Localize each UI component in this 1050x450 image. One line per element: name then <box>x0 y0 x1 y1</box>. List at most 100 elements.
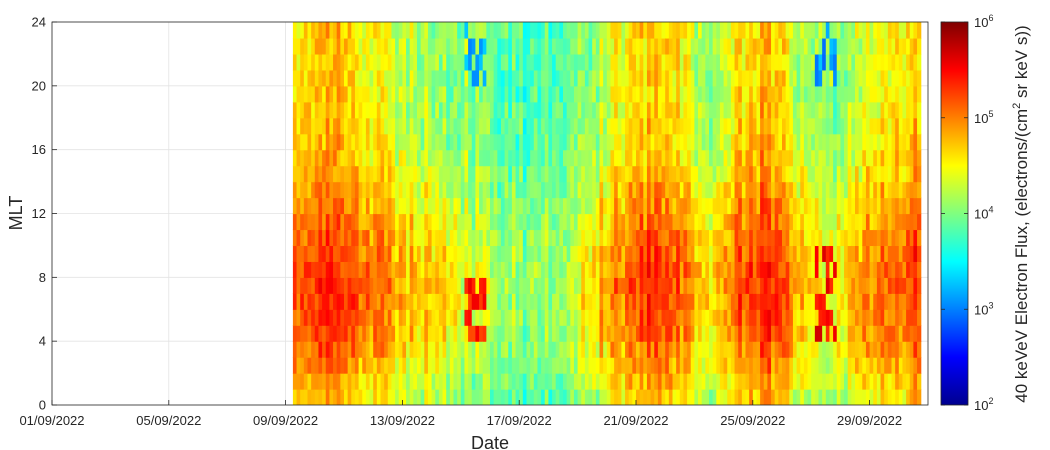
heatmap-cell <box>351 37 356 55</box>
heatmap-cell <box>822 309 827 326</box>
heatmap-cell <box>709 213 714 231</box>
heatmap-cell <box>698 133 703 151</box>
heatmap-cell <box>676 117 681 135</box>
heatmap-cell <box>292 213 298 231</box>
heatmap-cell <box>522 213 528 231</box>
heatmap-cell <box>468 133 473 151</box>
heatmap-cell <box>468 181 473 199</box>
heatmap-cell <box>836 69 841 87</box>
heatmap-cell <box>610 181 615 199</box>
heatmap-cell <box>705 277 710 294</box>
heatmap-cell <box>752 117 758 135</box>
heatmap-cell <box>741 389 747 405</box>
heatmap-cell <box>314 213 320 231</box>
heatmap-cell <box>592 85 597 103</box>
heatmap-cell <box>690 373 695 390</box>
heatmap-cell <box>522 277 528 294</box>
heatmap-cell <box>300 133 305 151</box>
heatmap-cell <box>427 261 433 278</box>
heatmap-cell <box>760 277 765 294</box>
heatmap-cell <box>614 165 619 183</box>
heatmap-cell <box>716 53 721 71</box>
heatmap-cell <box>442 293 447 310</box>
heatmap-cell <box>829 357 834 374</box>
heatmap-cell <box>300 101 305 119</box>
heatmap-cell <box>621 389 626 405</box>
heatmap-cell <box>895 261 900 278</box>
heatmap-cell <box>643 149 648 167</box>
heatmap-cell <box>493 69 498 87</box>
heatmap-cell <box>563 213 568 231</box>
heatmap-cell <box>738 69 743 87</box>
heatmap-cell <box>362 373 367 390</box>
heatmap-cell <box>749 245 754 262</box>
heatmap-cell <box>654 373 659 390</box>
heatmap-cell <box>446 85 451 103</box>
heatmap-cell <box>796 277 801 294</box>
heatmap-cell <box>876 357 882 374</box>
heatmap-cell <box>570 53 575 71</box>
heatmap-cell <box>880 85 885 103</box>
heatmap-cell <box>690 213 695 231</box>
heatmap-cell <box>511 165 517 183</box>
heatmap-cell <box>493 117 498 135</box>
heatmap-cell <box>789 69 794 87</box>
heatmap-cell <box>442 357 447 374</box>
heatmap-cell <box>318 213 323 231</box>
heatmap-cell <box>460 389 466 405</box>
heatmap-cell <box>880 245 885 262</box>
y-tick-label: 24 <box>32 15 46 30</box>
heatmap-cell <box>373 309 378 326</box>
heatmap-cell <box>687 22 692 39</box>
heatmap-cell <box>292 165 298 183</box>
heatmap-cell <box>917 149 922 167</box>
heatmap-cell <box>563 37 568 55</box>
heatmap-cell <box>449 373 455 390</box>
heatmap-cell <box>526 341 531 358</box>
heatmap-cell <box>632 53 637 71</box>
heatmap-cell <box>442 101 447 119</box>
heatmap-cell <box>588 325 593 342</box>
heatmap-cell <box>402 165 407 183</box>
heatmap-cell <box>840 309 845 326</box>
heatmap-cell <box>690 245 695 262</box>
heatmap-cell <box>792 245 798 262</box>
heatmap-cell <box>705 37 710 55</box>
heatmap-cell <box>698 53 703 71</box>
heatmap-cell <box>511 149 517 167</box>
heatmap-cell <box>537 293 542 310</box>
heatmap-cell <box>917 133 922 151</box>
heatmap-cell <box>595 357 601 374</box>
heatmap-cell <box>376 213 382 231</box>
heatmap-cell <box>719 341 725 358</box>
heatmap-cell <box>482 133 487 151</box>
heatmap-cell <box>628 373 633 390</box>
heatmap-cell <box>789 22 794 39</box>
heatmap-cell <box>621 37 626 55</box>
heatmap-cell <box>409 245 414 262</box>
heatmap-cell <box>701 37 706 55</box>
heatmap-cell <box>530 181 535 199</box>
heatmap-cell <box>814 101 820 119</box>
heatmap-cell <box>409 261 414 278</box>
heatmap-cell <box>756 149 761 167</box>
heatmap-cell <box>351 373 356 390</box>
heatmap-cell <box>526 37 531 55</box>
heatmap-cell <box>865 53 871 71</box>
heatmap-cell <box>362 165 367 183</box>
heatmap-cell <box>522 53 528 71</box>
heatmap-cell <box>504 357 509 374</box>
heatmap-cell <box>723 22 728 39</box>
heatmap-cell <box>825 245 831 262</box>
heatmap-cell <box>402 133 407 151</box>
heatmap-cell <box>862 357 867 374</box>
heatmap-cell <box>351 133 356 151</box>
heatmap-cell <box>544 22 549 39</box>
heatmap-cell <box>449 37 455 55</box>
heatmap-cell <box>336 165 341 183</box>
heatmap-cell <box>782 357 787 374</box>
heatmap-cell <box>526 69 531 87</box>
heatmap-cell <box>818 181 823 199</box>
heatmap-cell <box>504 229 509 247</box>
heatmap-cell <box>610 341 615 358</box>
